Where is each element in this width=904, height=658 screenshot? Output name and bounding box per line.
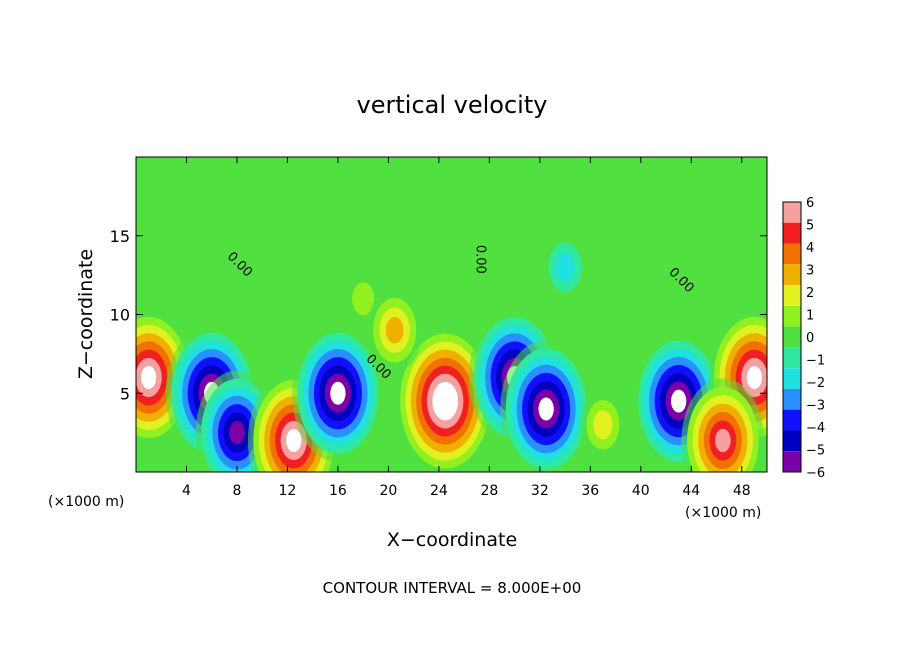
velocity-cell-ring	[555, 252, 575, 282]
colorbar-tick-label: 3	[806, 264, 814, 279]
colorbar-swatch	[783, 202, 801, 223]
colorbar-swatch	[783, 409, 801, 431]
colorbar-tick-label: −2	[806, 376, 825, 391]
velocity-cell	[579, 389, 627, 460]
colorbar-swatch	[783, 305, 801, 327]
x-tick-label: 4	[182, 483, 191, 499]
colorbar-swatch	[783, 451, 801, 472]
colorbar-tick-label: −3	[806, 399, 825, 414]
colorbar-tick-label: 1	[806, 309, 814, 324]
colorbar-tick-label: 4	[806, 241, 814, 256]
velocity-cell-ring	[538, 397, 554, 421]
y-axis-label: Z−coordinate	[75, 249, 97, 379]
colorbar-swatch	[783, 430, 801, 452]
x-tick-label: 48	[733, 483, 751, 499]
x-tick-label: 32	[531, 483, 549, 499]
y-tick-label: 10	[110, 306, 130, 325]
velocity-cell	[500, 340, 593, 472]
x-axis-label: X−coordinate	[387, 529, 517, 551]
colorbar-tick-label: 0	[806, 331, 814, 346]
velocity-cell	[292, 324, 384, 463]
contour-interval-footer: CONTOUR INTERVAL = 8.000E+00	[323, 579, 582, 597]
y-tick-label: 15	[110, 227, 130, 246]
colorbar-swatch	[783, 222, 801, 244]
velocity-cell-ring	[671, 389, 687, 413]
colorbar-swatch	[783, 285, 801, 306]
colorbar-tick-label: −5	[806, 444, 825, 459]
x-tick-label: 28	[480, 483, 498, 499]
velocity-cell-ring	[593, 410, 613, 440]
contour-label: 0.00	[473, 245, 488, 274]
velocity-cell-ring	[140, 366, 157, 389]
colorbar-swatch	[783, 326, 801, 348]
colorbar-frame	[782, 201, 802, 473]
colorbar-tick-label: 5	[806, 219, 814, 234]
velocity-cell-ring	[286, 429, 302, 452]
colorbar-tick-label: 6	[806, 196, 814, 211]
x-tick-label: 12	[279, 483, 297, 499]
x-tick-label: 8	[232, 483, 241, 499]
x-unit-label-right: (×1000 m)	[685, 505, 761, 521]
x-tick-label: 24	[430, 483, 448, 499]
colorbar-swatch	[783, 264, 801, 286]
colorbar-swatch	[783, 388, 801, 410]
velocity-cell	[681, 378, 765, 472]
velocity-cell-ring	[746, 366, 763, 389]
colorbar-tick-label: −1	[806, 354, 825, 369]
x-tick-label: 20	[379, 483, 397, 499]
colorbar-tick-label: 2	[806, 286, 814, 301]
velocity-cell-ring	[385, 316, 404, 344]
velocity-cell-ring	[352, 282, 375, 316]
velocity-cell-ring	[714, 428, 731, 453]
x-unit-label-left: (×1000 m)	[48, 494, 124, 510]
colorbar-swatch	[783, 347, 801, 369]
velocity-cell-ring	[437, 389, 453, 413]
velocity-cell	[366, 288, 423, 373]
x-tick-label: 40	[632, 483, 650, 499]
colorbar-tick-label: −6	[806, 466, 825, 481]
velocity-cell-ring	[229, 420, 245, 445]
colorbar: 6 5 4 3 2 1 0 −1 −2 −3 −4 −5 −6	[782, 196, 825, 481]
chart-title: vertical velocity	[357, 91, 548, 119]
velocity-cell	[541, 232, 589, 303]
x-tick-label: 16	[329, 483, 347, 499]
colorbar-tick-label: −4	[806, 421, 825, 436]
y-tick-label: 5	[120, 384, 130, 403]
x-tick-label: 36	[581, 483, 599, 499]
colorbar-swatch	[783, 368, 801, 389]
velocity-cell-ring	[330, 381, 346, 405]
colorbar-swatch	[783, 243, 801, 265]
x-tick-label: 44	[682, 483, 700, 499]
velocity-field	[136, 157, 767, 472]
